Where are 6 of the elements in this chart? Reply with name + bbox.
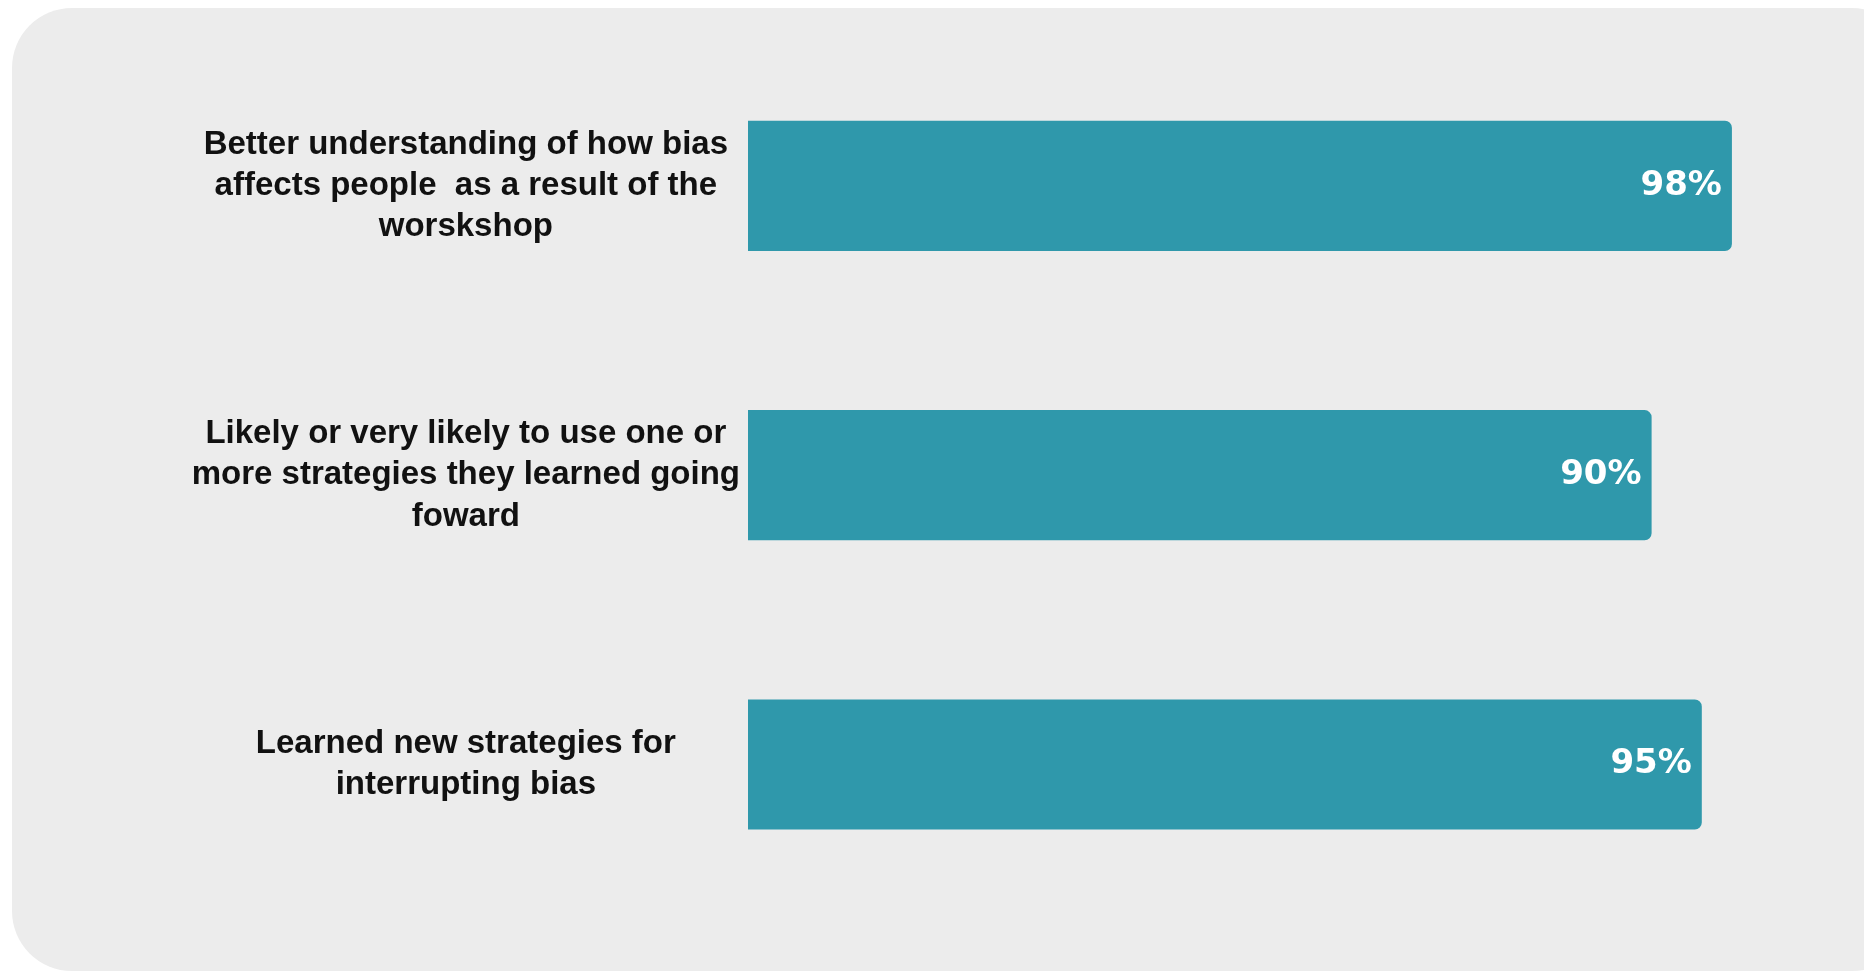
y-tick-label: Better understanding of how bias affects people as a result of the worskshop xyxy=(203,123,729,244)
y-tick-label: Likely or very likely to use one or more strategies they learned going foward xyxy=(191,413,740,533)
y-tick-label: Learned new strategies for interrupting bias xyxy=(255,722,676,802)
data-label: 95% xyxy=(1610,741,1692,782)
data-label: 90% xyxy=(1560,452,1642,493)
data-label: 98% xyxy=(1640,162,1722,203)
